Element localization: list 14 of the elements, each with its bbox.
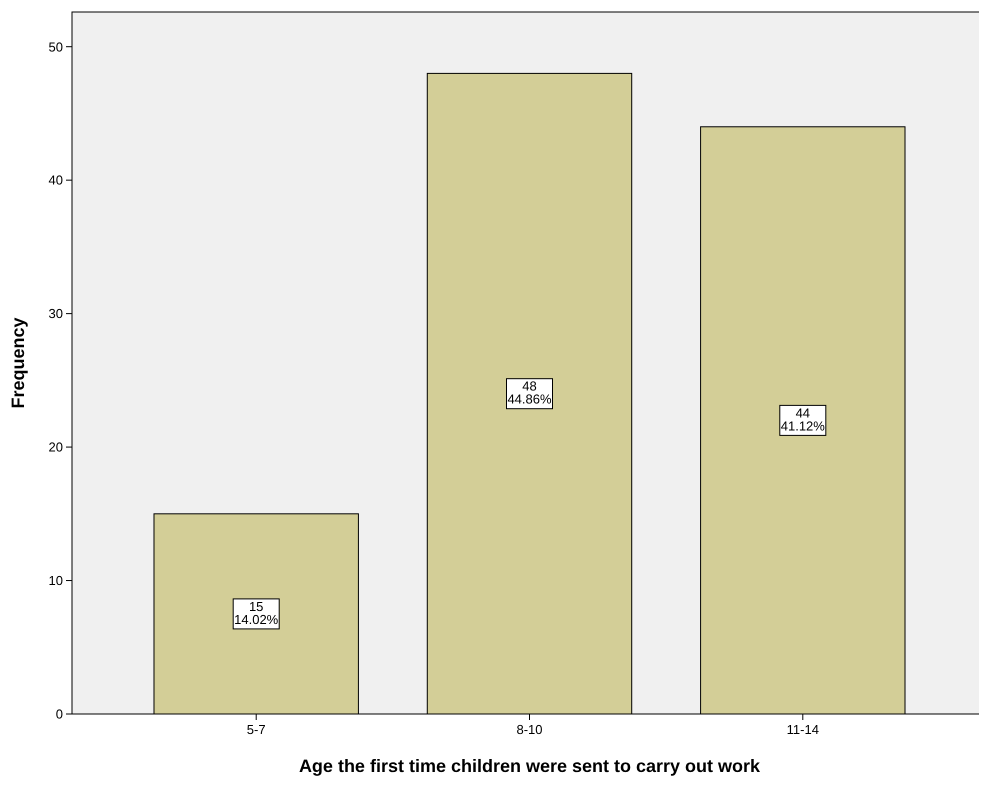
y-tick-label: 40 [48, 172, 63, 188]
data-label: 15 14.02% [234, 598, 279, 627]
x-tick-label: 8-10 [516, 722, 543, 737]
y-tick-label: 10 [48, 573, 63, 588]
y-tick-label: 20 [48, 440, 63, 455]
x-tick-label: 5-7 [246, 722, 266, 737]
data-label: 44 41.12% [780, 405, 826, 434]
y-tick-label: 50 [48, 39, 63, 54]
x-tick-label: 11-14 [786, 722, 819, 737]
y-tick-label: 30 [48, 306, 63, 322]
data-label: 48 44.86% [507, 378, 552, 407]
y-axis-title: Frequency [8, 317, 28, 409]
x-axis-title: Age the first time children were sent to carry out work [298, 756, 762, 776]
y-tick-label: 0 [56, 706, 63, 722]
